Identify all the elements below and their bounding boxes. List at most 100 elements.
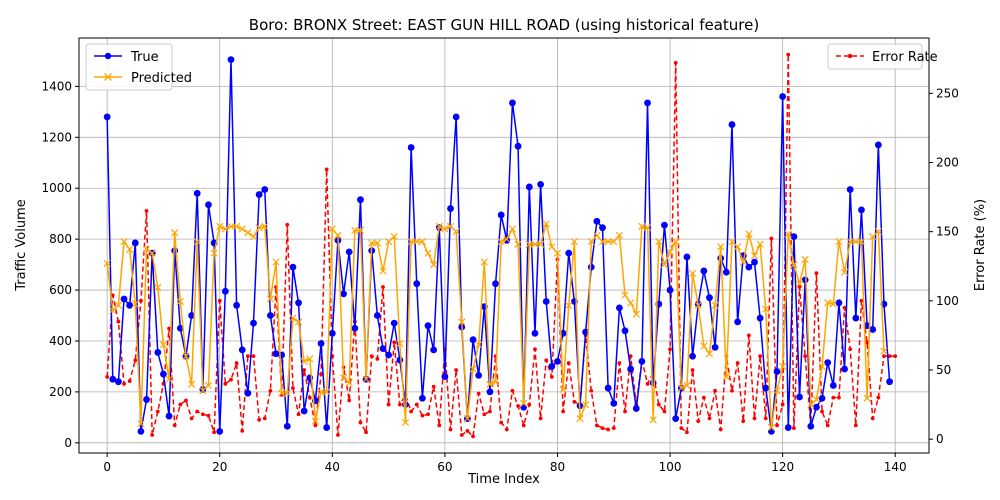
point-true: [188, 312, 195, 319]
point-predicted: [857, 238, 866, 246]
point-predicted: [142, 245, 151, 253]
point-predicted: [604, 238, 612, 246]
point-error-rate: [240, 428, 245, 433]
point-true: [621, 327, 629, 335]
point-error-rate: [606, 427, 611, 432]
point-error-rate: [701, 395, 706, 400]
point-true: [295, 299, 302, 307]
point-predicted: [261, 222, 269, 231]
point-error-rate: [167, 326, 171, 331]
point-predicted: [688, 269, 697, 278]
point-predicted: [362, 375, 370, 383]
point-predicted: [801, 255, 809, 264]
legend-true-label: True: [130, 50, 159, 65]
point-predicted: [711, 301, 719, 309]
point-predicted: [610, 238, 618, 246]
point-true: [813, 403, 820, 411]
point-error-rate: [234, 361, 239, 365]
point-predicted: [570, 238, 578, 246]
point-predicted: [187, 380, 196, 388]
legend-error-label: Error Rate: [872, 50, 938, 65]
series-predicted: [103, 220, 888, 432]
point-predicted: [345, 379, 353, 387]
point-true: [722, 268, 730, 276]
point-predicted: [643, 224, 652, 232]
point-error-rate: [499, 420, 504, 425]
point-predicted: [553, 249, 562, 257]
point-true: [221, 287, 229, 295]
point-error-rate: [257, 417, 262, 422]
point-error-rate: [386, 402, 391, 407]
point-predicted: [103, 259, 111, 267]
y-axis-label: Traffic Volume: [14, 199, 29, 292]
y-tick-label: 1400: [41, 79, 72, 93]
point-true: [351, 324, 359, 332]
point-predicted: [779, 362, 787, 371]
point-predicted: [384, 238, 393, 246]
point-predicted: [666, 248, 674, 256]
point-predicted: [154, 283, 162, 292]
point-error-rate: [105, 375, 110, 379]
point-predicted: [396, 339, 404, 348]
y2-tick-label: 250: [936, 86, 959, 100]
point-predicted: [244, 229, 252, 237]
point-error-rate: [397, 402, 402, 407]
point-predicted: [480, 258, 488, 266]
point-error-rate: [825, 423, 830, 428]
point-error-rate: [229, 377, 233, 382]
point-true: [801, 276, 809, 284]
point-predicted: [520, 399, 528, 407]
point-predicted: [278, 389, 286, 397]
point-predicted: [807, 401, 815, 409]
point-true: [548, 363, 556, 370]
point-true: [272, 350, 280, 358]
point-predicted: [469, 365, 477, 373]
point-true: [430, 346, 438, 354]
point-true: [599, 224, 606, 232]
point-true: [396, 356, 404, 364]
point-predicted: [852, 238, 860, 246]
point-error-rate: [600, 426, 605, 430]
point-true: [486, 388, 494, 396]
point-error-rate: [566, 361, 571, 365]
point-error-rate: [285, 222, 290, 227]
point-true: [593, 217, 601, 225]
point-predicted: [762, 305, 770, 313]
point-error-rate: [251, 354, 256, 359]
point-true: [644, 99, 651, 107]
point-true: [632, 405, 640, 412]
point-error-rate: [262, 416, 267, 421]
point-true: [627, 365, 635, 373]
legend-right: Error Rate: [827, 43, 938, 70]
point-predicted: [565, 301, 573, 309]
point-true: [385, 351, 393, 359]
point-error-rate: [268, 388, 273, 393]
point-error-rate: [189, 416, 194, 421]
point-error-rate: [865, 340, 869, 345]
point-predicted: [773, 386, 781, 395]
point-error-rate: [504, 427, 509, 432]
x-tick-label: 20: [212, 460, 227, 474]
point-predicted: [379, 267, 387, 275]
point-error-rate: [820, 409, 824, 414]
point-predicted: [289, 314, 297, 322]
series-layer: [103, 52, 898, 439]
legend-predicted-label: Predicted: [131, 71, 192, 86]
point-error-rate: [488, 409, 492, 414]
point-predicted: [621, 291, 629, 299]
point-true: [779, 93, 787, 100]
point-true: [266, 312, 274, 319]
point-error-rate: [561, 409, 566, 414]
point-predicted: [846, 238, 854, 246]
point-predicted: [835, 238, 843, 246]
point-true: [846, 186, 854, 193]
point-predicted: [114, 301, 123, 309]
point-predicted: [660, 260, 669, 269]
point-true: [649, 379, 657, 387]
point-predicted: [109, 306, 117, 315]
point-true: [514, 142, 522, 150]
y-tick-label: 600: [49, 283, 72, 297]
point-true: [520, 403, 528, 411]
point-predicted: [430, 260, 438, 269]
